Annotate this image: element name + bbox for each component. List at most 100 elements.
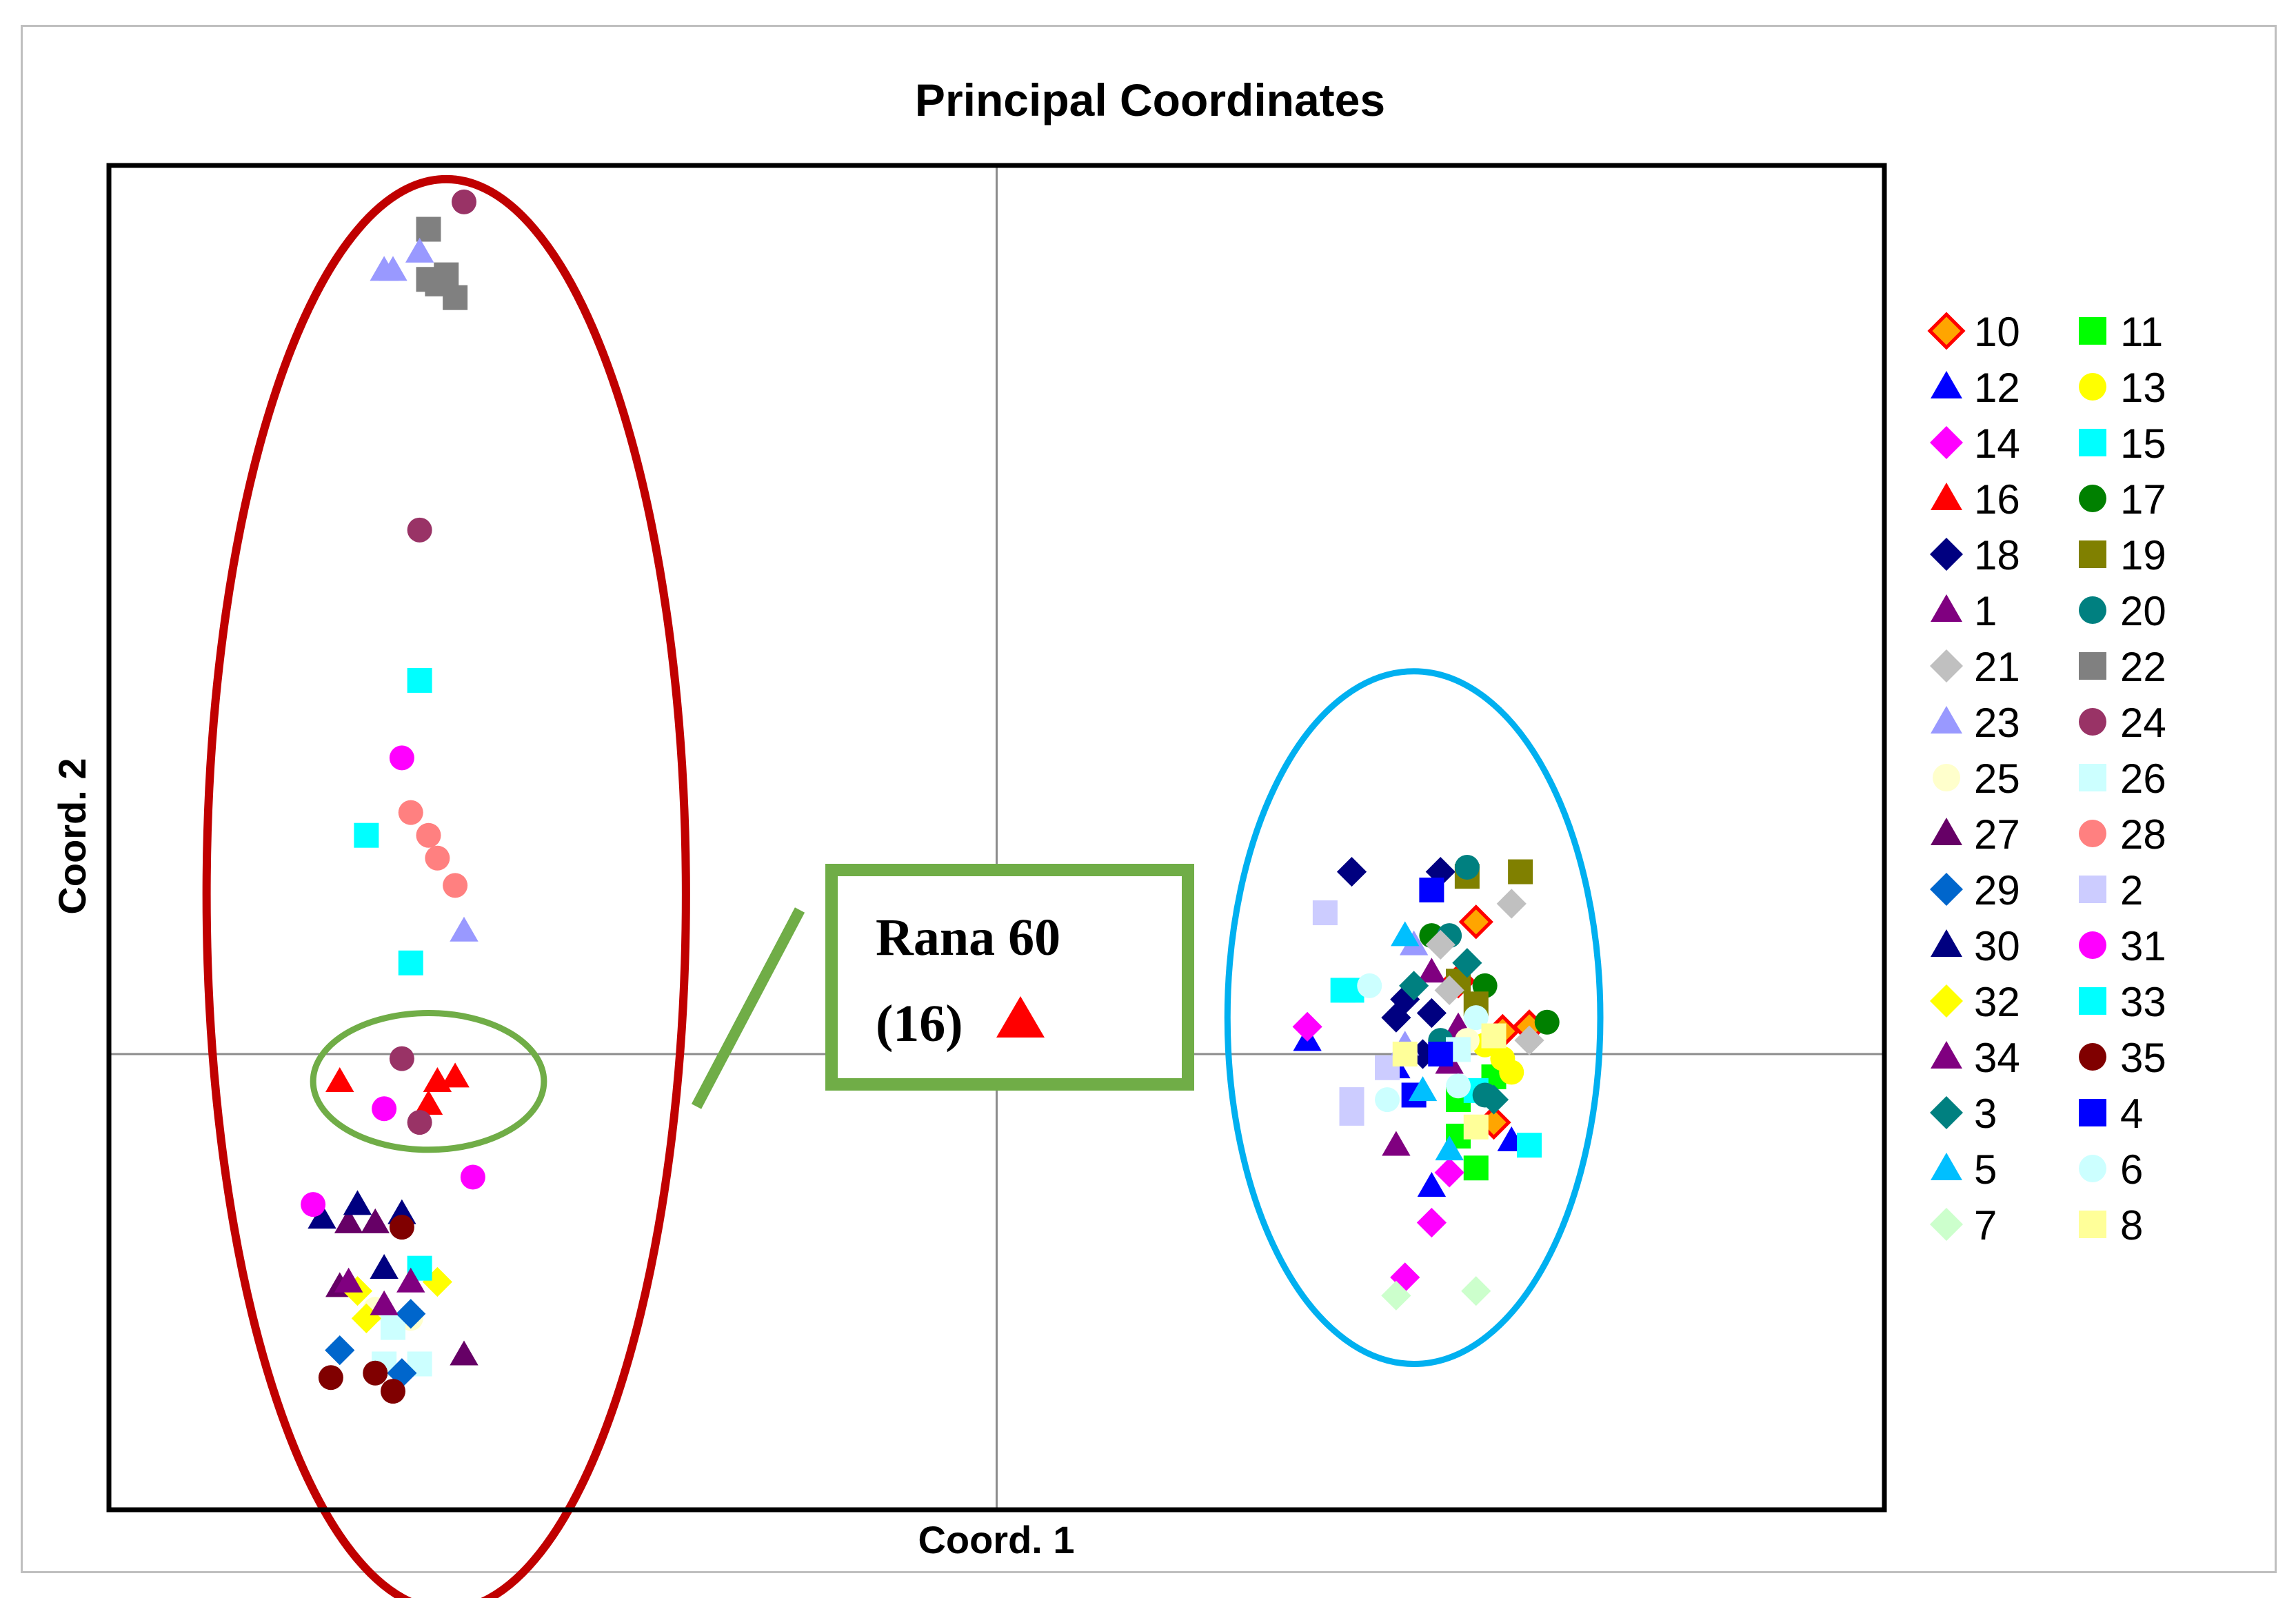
callout-box xyxy=(825,864,1194,1091)
legend-marker-27 xyxy=(1931,818,1962,845)
cluster-ellipse-blue xyxy=(1224,668,1604,1367)
point-series-13 xyxy=(1490,1046,1515,1071)
point-series-35 xyxy=(381,1379,405,1404)
point-series-4 xyxy=(1419,878,1444,903)
point-series-16 xyxy=(423,1066,452,1092)
y-axis-label: Coord. 2 xyxy=(50,758,94,914)
x-axis-label: Coord. 1 xyxy=(918,1518,1074,1561)
legend-marker-22 xyxy=(2079,652,2106,680)
chart-frame xyxy=(21,25,2277,1573)
legend-marker-28 xyxy=(2079,820,2106,847)
legend-marker-12 xyxy=(1931,371,1962,398)
point-series-34 xyxy=(396,1267,425,1293)
legend-marker-33 xyxy=(2079,987,2106,1015)
legend-label-13: 13 xyxy=(2120,365,2166,411)
legend-marker-5 xyxy=(1931,1153,1962,1180)
legend-marker-10 xyxy=(1927,312,1966,350)
point-series-6 xyxy=(1446,1073,1471,1099)
legend-marker-4 xyxy=(2079,1099,2106,1126)
point-series-3 xyxy=(1399,971,1429,1001)
callout-line-1: Rana 60 xyxy=(876,909,1060,967)
point-series-7 xyxy=(1381,1280,1411,1311)
legend-label-3: 3 xyxy=(1974,1091,1997,1137)
point-series-33 xyxy=(407,667,432,693)
point-series-29 xyxy=(325,1335,355,1366)
legend-label-1: 1 xyxy=(1974,588,1997,634)
point-series-31 xyxy=(460,1164,485,1190)
point-series-5 xyxy=(1408,1076,1438,1102)
point-series-23 xyxy=(379,256,407,281)
point-series-3 xyxy=(1478,1084,1509,1115)
point-series-7 xyxy=(1461,1276,1491,1306)
legend-label-7: 7 xyxy=(1974,1202,1997,1248)
callout: Rana 60 (16) xyxy=(691,864,1194,1109)
legend-label-32: 32 xyxy=(1974,979,2020,1025)
point-series-3 xyxy=(1452,948,1482,978)
legend-marker-3 xyxy=(1930,1096,1963,1129)
data-points xyxy=(301,189,1560,1404)
point-series-18 xyxy=(1416,998,1447,1029)
point-series-14 xyxy=(1292,1011,1322,1042)
point-series-30 xyxy=(343,1190,372,1215)
point-series-28 xyxy=(398,800,423,825)
legend-label-25: 25 xyxy=(1974,756,2020,802)
legend-marker-13 xyxy=(2079,373,2106,401)
legend-marker-14 xyxy=(1930,426,1963,459)
point-series-21 xyxy=(1496,889,1527,919)
legend-marker-11 xyxy=(2079,317,2106,345)
legend-label-15: 15 xyxy=(2120,421,2166,467)
legend-marker-29 xyxy=(1930,873,1963,906)
legend-label-16: 16 xyxy=(1974,476,2020,523)
legend-label-34: 34 xyxy=(1974,1035,2020,1081)
point-series-27 xyxy=(334,1208,363,1233)
cluster-ellipse-red xyxy=(202,175,690,1598)
point-series-14 xyxy=(1434,1157,1464,1188)
point-series-18 xyxy=(1336,856,1367,887)
legend-marker-24 xyxy=(2079,708,2106,736)
point-series-29 xyxy=(396,1299,426,1329)
point-series-24 xyxy=(452,189,476,214)
legend-marker-19 xyxy=(2079,540,2106,568)
point-series-16 xyxy=(325,1066,354,1092)
point-series-23 xyxy=(405,237,434,263)
point-series-21 xyxy=(1425,929,1456,960)
point-series-24 xyxy=(389,1046,414,1071)
legend-label-35: 35 xyxy=(2120,1035,2166,1081)
legend-label-17: 17 xyxy=(2120,476,2166,523)
point-series-22 xyxy=(443,285,468,310)
legend-label-22: 22 xyxy=(2120,644,2166,690)
point-series-28 xyxy=(425,845,450,871)
point-series-24 xyxy=(407,1110,432,1135)
point-series-15 xyxy=(1517,1133,1542,1158)
point-series-16 xyxy=(441,1062,470,1088)
legend-label-31: 31 xyxy=(2120,923,2166,969)
point-series-33 xyxy=(354,822,379,848)
point-series-2 xyxy=(1339,1100,1364,1126)
legend-label-24: 24 xyxy=(2120,700,2166,746)
legend-label-21: 21 xyxy=(1974,644,2020,690)
point-series-22 xyxy=(434,262,459,287)
legend-marker-20 xyxy=(2079,596,2106,624)
legend-label-20: 20 xyxy=(2120,588,2166,634)
plot-area xyxy=(106,163,1887,1598)
point-series-27 xyxy=(450,1340,479,1366)
legend-label-26: 26 xyxy=(2120,756,2166,802)
callout-line-2: (16) xyxy=(876,995,963,1053)
cluster-ellipses xyxy=(202,175,1604,1598)
point-series-35 xyxy=(389,1215,414,1240)
point-series-19 xyxy=(1508,859,1533,884)
point-series-5 xyxy=(1391,921,1420,947)
point-series-16 xyxy=(414,1089,443,1115)
point-series-31 xyxy=(389,745,414,771)
legend-marker-26 xyxy=(2079,764,2106,791)
point-series-14 xyxy=(1416,1207,1447,1238)
point-series-28 xyxy=(416,822,441,848)
point-series-28 xyxy=(443,873,468,898)
legend-label-29: 29 xyxy=(1974,867,2020,913)
legend-marker-2 xyxy=(2079,876,2106,903)
point-series-34 xyxy=(370,1290,399,1315)
legend-marker-8 xyxy=(2079,1211,2106,1238)
legend-marker-30 xyxy=(1931,929,1962,957)
legend-marker-18 xyxy=(1930,538,1963,571)
legend-label-33: 33 xyxy=(2120,979,2166,1025)
